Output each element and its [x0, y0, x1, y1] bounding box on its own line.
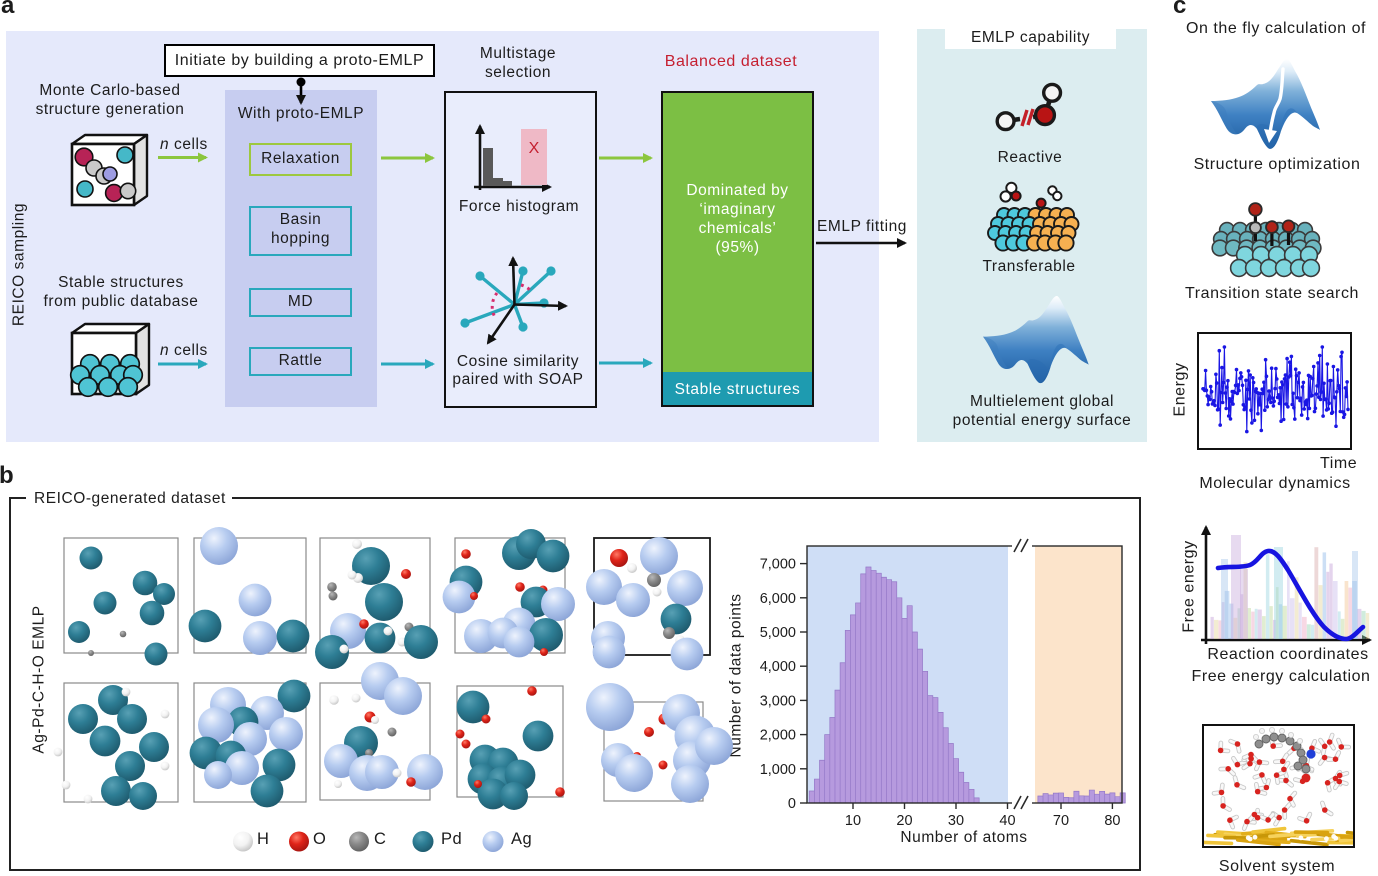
svg-text:5,000: 5,000 — [760, 625, 796, 641]
svg-text:10: 10 — [845, 813, 861, 829]
svg-text:3,000: 3,000 — [760, 693, 796, 709]
svg-text:7,000: 7,000 — [760, 557, 796, 573]
svg-text:20: 20 — [896, 813, 912, 829]
svg-text:30: 30 — [948, 813, 964, 829]
svg-text:2,000: 2,000 — [760, 728, 796, 744]
svg-text:70: 70 — [1053, 813, 1069, 829]
svg-text:6,000: 6,000 — [760, 591, 796, 607]
svg-text:4,000: 4,000 — [760, 659, 796, 675]
svg-text:40: 40 — [999, 813, 1015, 829]
svg-text:0: 0 — [788, 796, 796, 812]
svg-text:80: 80 — [1104, 813, 1120, 829]
svg-text:X: X — [529, 140, 540, 157]
svg-text:1,000: 1,000 — [760, 762, 796, 778]
